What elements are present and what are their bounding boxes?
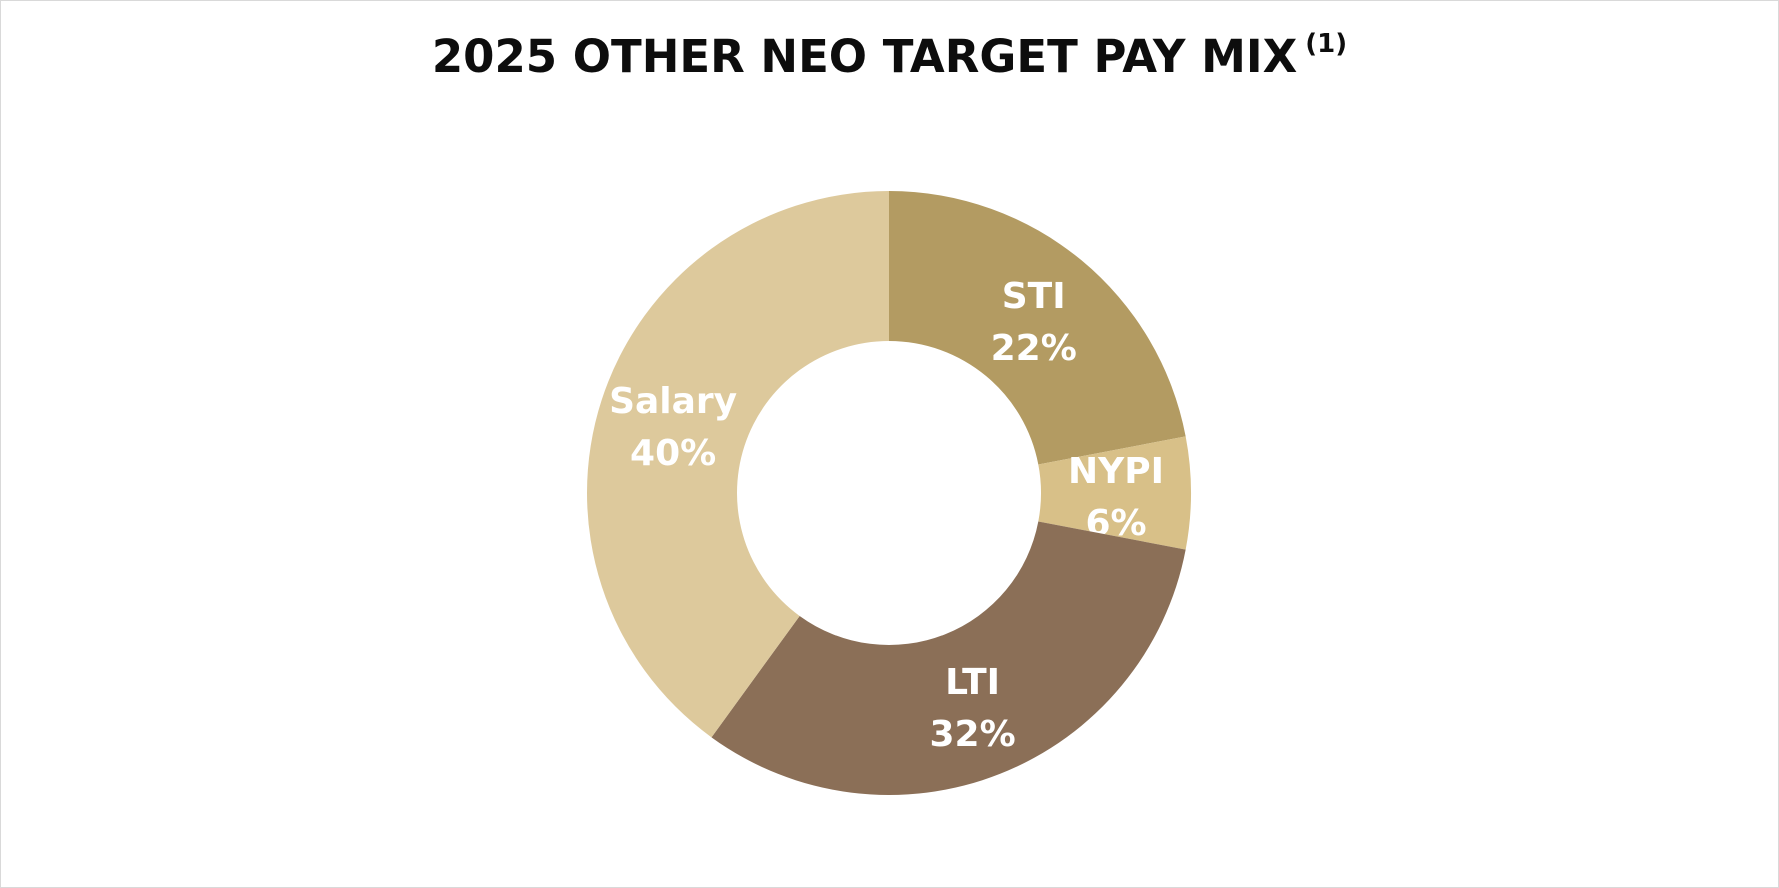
chart-title-text: 2025 OTHER NEO TARGET PAY MIX xyxy=(431,30,1298,83)
donut-slice-salary xyxy=(586,191,889,738)
slice-category-label: LTI xyxy=(945,662,1000,703)
slice-value-label: 22% xyxy=(991,328,1077,369)
slice-category-label: Salary xyxy=(609,381,737,422)
slice-category-label: NYPI xyxy=(1068,451,1164,492)
chart-title: 2025 OTHER NEO TARGET PAY MIX (1) xyxy=(0,29,1779,83)
donut-slice-sti xyxy=(889,191,1186,465)
slice-value-label: 40% xyxy=(630,433,716,474)
slice-label-sti: STI 22% xyxy=(991,276,1077,369)
slice-label-salary: Salary 40% xyxy=(609,381,737,474)
chart-title-footnote-marker: (1) xyxy=(1305,29,1348,59)
slice-category-label: STI xyxy=(1002,276,1066,317)
slice-label-lti: LTI 32% xyxy=(929,662,1015,755)
donut-slice-lti xyxy=(711,521,1186,796)
donut-slice-nypi xyxy=(1038,436,1191,550)
slice-value-label: 32% xyxy=(929,714,1015,755)
